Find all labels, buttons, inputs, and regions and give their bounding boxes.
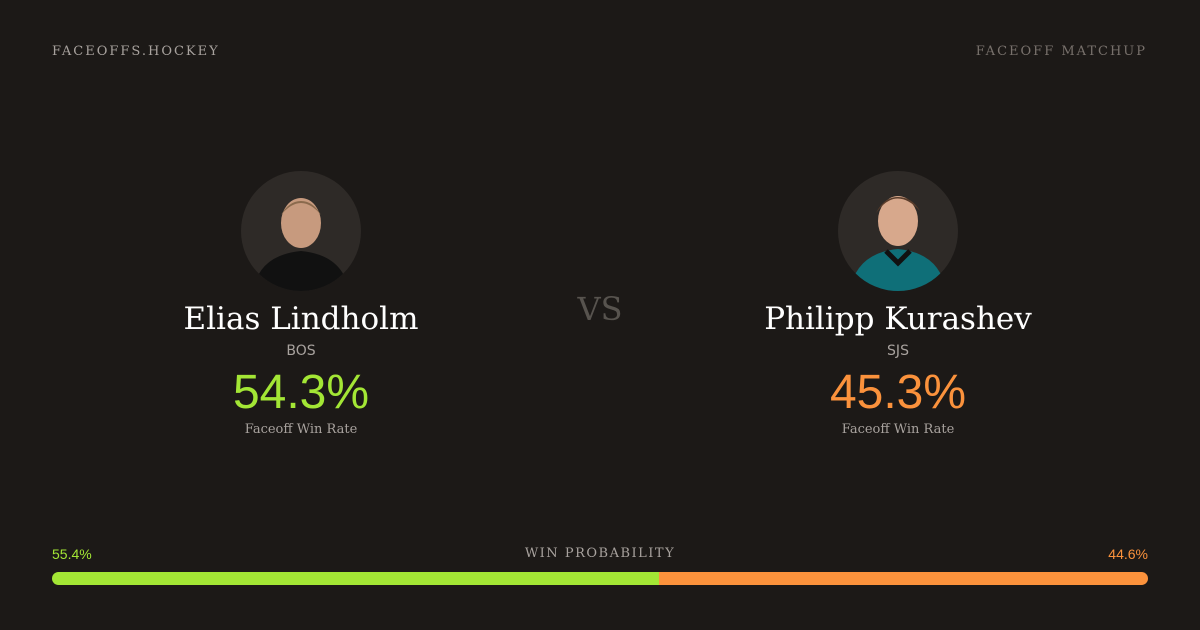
header-label: FACEOFF MATCHUP bbox=[975, 44, 1147, 59]
player-card: Philipp Kurashev SJS 45.3% Faceoff Win R… bbox=[698, 171, 1098, 439]
win-rate: 54.3% bbox=[232, 366, 370, 419]
probability-segment bbox=[659, 572, 1148, 585]
win-probability-right: 44.6% bbox=[1108, 546, 1148, 562]
win-probability-left: 55.4% bbox=[52, 546, 92, 562]
win-probability-bar bbox=[52, 572, 1148, 585]
avatar-photo bbox=[850, 196, 946, 291]
win-rate-label: Faceoff Win Rate bbox=[244, 422, 358, 437]
win-rate: 45.3% bbox=[829, 366, 967, 419]
player-card: Elias Lindholm BOS 54.3% Faceoff Win Rat… bbox=[101, 171, 501, 439]
win-probability-label: WIN PROBABILITY bbox=[524, 546, 676, 561]
player-name: Elias Lindholm bbox=[183, 301, 419, 337]
versus: VS bbox=[577, 290, 623, 328]
player-name: Philipp Kurashev bbox=[764, 301, 1032, 337]
avatar-photo bbox=[253, 198, 349, 291]
player-team: SJS bbox=[887, 343, 909, 359]
avatar bbox=[241, 171, 361, 291]
avatar bbox=[838, 171, 958, 291]
win-rate-label: Faceoff Win Rate bbox=[841, 422, 955, 437]
brand: FACEOFFS.HOCKEY bbox=[52, 44, 220, 59]
probability-segment bbox=[52, 572, 660, 585]
player-team: BOS bbox=[286, 343, 316, 359]
